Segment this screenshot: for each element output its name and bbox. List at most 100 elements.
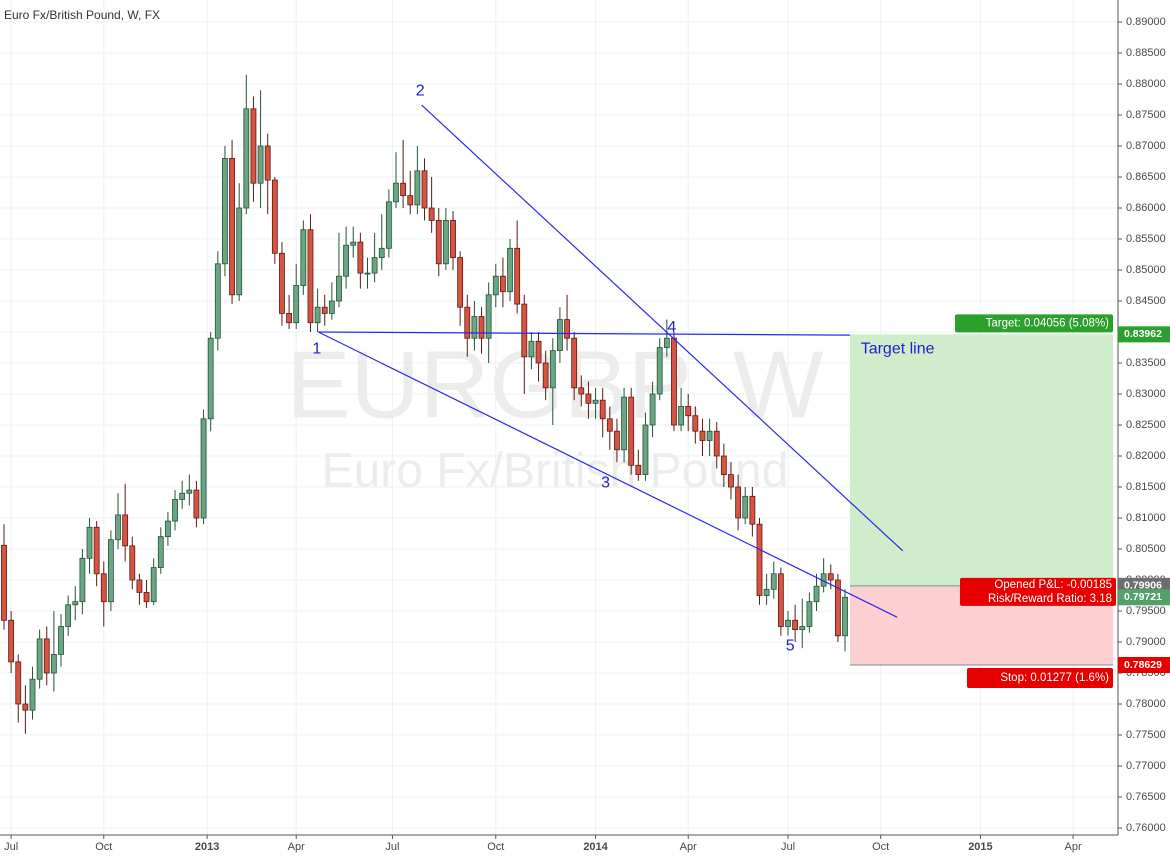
candle-body xyxy=(1,544,7,621)
candle-body xyxy=(193,489,200,519)
candle-body xyxy=(328,300,335,314)
y-tick-label: 0.88500 xyxy=(1126,47,1166,59)
candle-body xyxy=(557,319,563,352)
candle-body xyxy=(207,337,214,420)
candle-body xyxy=(58,626,64,655)
y-tick-label: 0.79500 xyxy=(1126,605,1166,617)
candle-body xyxy=(286,313,292,324)
y-tick-label: 0.89000 xyxy=(1126,16,1166,28)
y-tick-label: 0.82000 xyxy=(1126,450,1166,462)
last-price-tag-bg xyxy=(1118,589,1170,606)
trend-line xyxy=(421,104,904,552)
candle-body xyxy=(742,495,749,519)
y-tick-label: 0.77500 xyxy=(1126,729,1166,741)
candle-body xyxy=(371,257,378,274)
candle-body xyxy=(464,306,471,339)
candle-body xyxy=(735,486,742,519)
candle-body xyxy=(614,430,620,451)
candle-body xyxy=(364,272,371,275)
candle-body xyxy=(115,514,121,541)
x-tick-label: 2015 xyxy=(968,841,992,853)
candle-body xyxy=(834,579,841,637)
candle-body xyxy=(592,399,599,404)
candle-body xyxy=(713,430,720,457)
candle-body xyxy=(699,430,706,441)
y-tick-label: 0.77000 xyxy=(1126,760,1166,772)
x-tick-label: Apr xyxy=(680,841,697,853)
candle-body xyxy=(200,418,207,519)
candle-body xyxy=(628,396,635,466)
candle-body xyxy=(500,275,506,293)
annotation: 5 xyxy=(786,638,795,655)
candle-body xyxy=(678,406,684,426)
candle-body xyxy=(172,499,178,522)
x-tick-label: Apr xyxy=(1065,841,1082,853)
candle-body xyxy=(507,247,513,293)
trend-line xyxy=(318,331,898,618)
candle-body xyxy=(450,220,456,259)
trend-line xyxy=(318,331,851,336)
candle-body xyxy=(321,306,328,314)
y-tick-label: 0.82500 xyxy=(1126,419,1166,431)
candle-body xyxy=(806,601,813,627)
candle-body xyxy=(649,393,656,426)
candle-body xyxy=(528,340,535,358)
candle-body xyxy=(86,526,93,559)
candle-body xyxy=(485,294,492,339)
candle-body xyxy=(671,337,677,426)
candle-body xyxy=(343,244,350,277)
candle-body xyxy=(813,585,820,603)
y-tick-label: 0.85000 xyxy=(1126,264,1166,276)
candle-body xyxy=(257,145,264,184)
y-tick-label: 0.76500 xyxy=(1126,791,1166,803)
candle-body xyxy=(65,604,72,627)
candle-body xyxy=(549,350,556,389)
candle-body xyxy=(222,158,228,265)
candle-body xyxy=(264,145,271,181)
candle-body xyxy=(129,545,136,581)
candle-body xyxy=(350,241,357,246)
candle-body xyxy=(642,424,649,476)
candle-body xyxy=(785,619,791,627)
drawings: 1 2 3 4 5 Target line xyxy=(312,83,934,655)
candle-body xyxy=(542,362,549,389)
x-tick-label: Oct xyxy=(872,841,889,853)
x-tick-label: Jul xyxy=(781,841,795,853)
y-tick-label: 0.76000 xyxy=(1126,822,1166,834)
y-tick-label: 0.80500 xyxy=(1126,543,1166,555)
candle-body xyxy=(236,207,243,296)
candle-body xyxy=(799,626,806,630)
candle-body xyxy=(435,220,442,265)
candle-body xyxy=(842,596,848,637)
candle-body xyxy=(307,229,314,324)
candle-body xyxy=(521,303,528,358)
position: Target: 0.04056 (5.08%) Opened P&L: -0.00… xyxy=(850,314,1116,688)
candle-body xyxy=(442,220,449,265)
candle-body xyxy=(400,182,407,197)
y-tick-label: 0.86500 xyxy=(1126,171,1166,183)
candle-body xyxy=(777,573,784,627)
candle-body xyxy=(243,108,250,209)
candle-body xyxy=(635,464,642,476)
candle-body xyxy=(122,514,129,547)
y-tick-label: 0.85500 xyxy=(1126,233,1166,245)
stop-price-tag-bg xyxy=(1118,656,1170,673)
candle-body xyxy=(50,653,57,674)
x-tick-label: 2014 xyxy=(583,841,608,853)
candle-body xyxy=(271,179,278,254)
x-tick-label: Oct xyxy=(95,841,112,853)
candle-body xyxy=(43,638,50,674)
y-tick-label: 0.78000 xyxy=(1126,698,1166,710)
candle-body xyxy=(728,474,734,488)
candle-body xyxy=(336,275,342,302)
candle-body xyxy=(15,661,22,705)
candle-body xyxy=(8,619,15,663)
candle-body xyxy=(143,591,150,603)
stop-price-tag: 0.78629 xyxy=(1124,659,1162,671)
candle-body xyxy=(492,275,499,296)
candle-body xyxy=(108,539,114,603)
candle-body xyxy=(478,316,485,339)
candle-body xyxy=(79,557,86,603)
annotation: 3 xyxy=(601,474,610,491)
candle-body xyxy=(229,158,235,296)
